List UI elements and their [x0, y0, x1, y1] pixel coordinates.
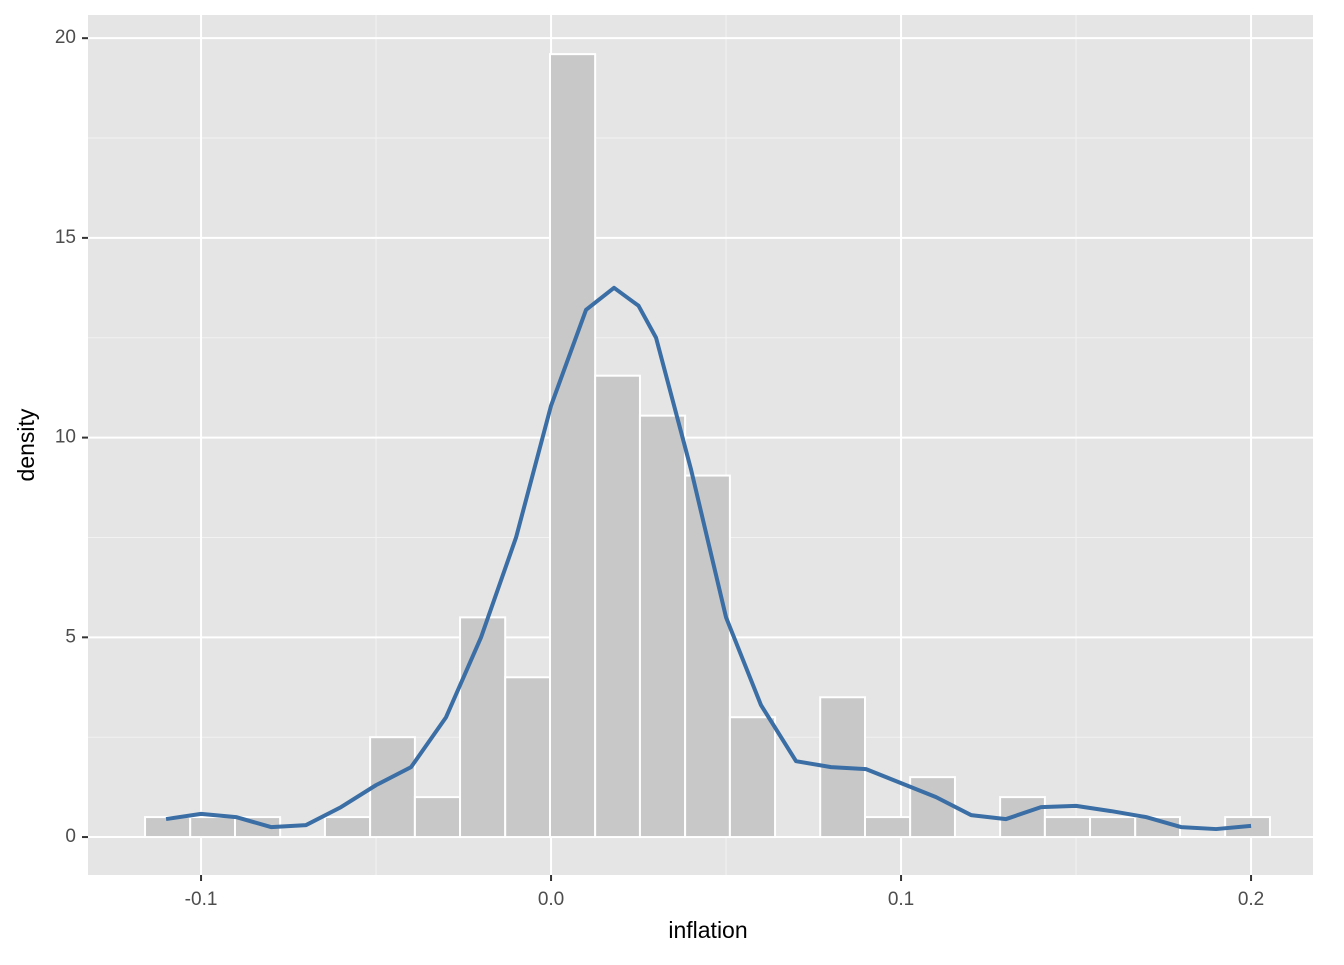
- bar: [369, 736, 416, 839]
- bar: [549, 53, 597, 839]
- x-tick-label: 0.1: [888, 889, 914, 910]
- bar: [413, 796, 462, 839]
- x-tick-label: 0.2: [1238, 889, 1264, 910]
- y-axis-label: density: [13, 408, 39, 481]
- bar: [459, 616, 507, 839]
- bar: [728, 716, 777, 839]
- y-tick-label: 20: [55, 27, 76, 48]
- bar: [594, 374, 641, 839]
- x-axis-label: inflation: [668, 917, 747, 943]
- y-tick-label: 0: [65, 826, 76, 847]
- density-line: [165, 285, 1252, 832]
- y-tick-label: 15: [55, 227, 76, 248]
- x-tick-label: -0.1: [185, 889, 218, 910]
- y-tick-label: 10: [55, 427, 76, 448]
- y-tick-label: 5: [65, 626, 76, 647]
- bar: [504, 676, 552, 839]
- bar: [864, 816, 912, 839]
- bar: [189, 816, 236, 839]
- bar: [323, 816, 372, 839]
- bar: [909, 776, 956, 839]
- bar: [1089, 816, 1137, 839]
- x-tick-label: 0.0: [538, 889, 564, 910]
- bar: [1043, 816, 1092, 839]
- bar: [638, 414, 687, 839]
- bar: [684, 474, 731, 839]
